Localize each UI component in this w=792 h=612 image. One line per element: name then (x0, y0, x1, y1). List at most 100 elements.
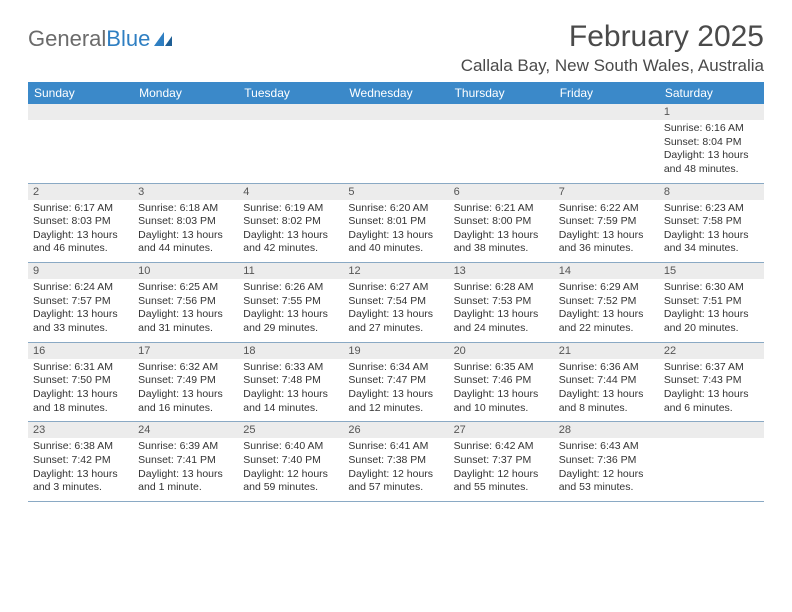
day-cell: Sunrise: 6:42 AMSunset: 7:37 PMDaylight:… (449, 438, 554, 501)
daylight-line: Daylight: 13 hours and 1 minute. (138, 468, 233, 495)
day-bodies: Sunrise: 6:38 AMSunset: 7:42 PMDaylight:… (28, 438, 764, 501)
title-block: February 2025 Callala Bay, New South Wal… (461, 20, 764, 76)
day-number (238, 104, 343, 120)
day-bodies: Sunrise: 6:16 AMSunset: 8:04 PMDaylight:… (28, 120, 764, 183)
dow-cell: Wednesday (343, 82, 448, 104)
sunrise-line: Sunrise: 6:26 AM (243, 281, 338, 295)
daylight-line: Daylight: 13 hours and 34 minutes. (664, 229, 759, 256)
sunset-line: Sunset: 7:38 PM (348, 454, 443, 468)
sunrise-line: Sunrise: 6:32 AM (138, 361, 233, 375)
sunrise-line: Sunrise: 6:36 AM (559, 361, 654, 375)
day-number: 5 (343, 184, 448, 200)
day-number (28, 104, 133, 120)
day-number (343, 104, 448, 120)
day-number: 14 (554, 263, 659, 279)
sunset-line: Sunset: 7:46 PM (454, 374, 549, 388)
day-cell: Sunrise: 6:36 AMSunset: 7:44 PMDaylight:… (554, 359, 659, 422)
day-cell: Sunrise: 6:26 AMSunset: 7:55 PMDaylight:… (238, 279, 343, 342)
sunset-line: Sunset: 8:01 PM (348, 215, 443, 229)
calendar-body: 1 Sunrise: 6:16 AMSunset: 8:04 PMDayligh… (28, 104, 764, 502)
day-number: 28 (554, 422, 659, 438)
sunrise-line: Sunrise: 6:37 AM (664, 361, 759, 375)
sunrise-line: Sunrise: 6:30 AM (664, 281, 759, 295)
sunrise-line: Sunrise: 6:22 AM (559, 202, 654, 216)
daylight-line: Daylight: 13 hours and 8 minutes. (559, 388, 654, 415)
day-cell: Sunrise: 6:38 AMSunset: 7:42 PMDaylight:… (28, 438, 133, 501)
daylight-line: Daylight: 13 hours and 12 minutes. (348, 388, 443, 415)
day-cell (554, 120, 659, 183)
daylight-line: Daylight: 13 hours and 18 minutes. (33, 388, 128, 415)
daylight-line: Daylight: 13 hours and 6 minutes. (664, 388, 759, 415)
daylight-line: Daylight: 13 hours and 22 minutes. (559, 308, 654, 335)
daylight-line: Daylight: 12 hours and 53 minutes. (559, 468, 654, 495)
sunset-line: Sunset: 7:54 PM (348, 295, 443, 309)
logo-sail-icon (152, 30, 176, 48)
sunset-line: Sunset: 8:04 PM (664, 136, 759, 150)
sunset-line: Sunset: 7:44 PM (559, 374, 654, 388)
sunrise-line: Sunrise: 6:35 AM (454, 361, 549, 375)
calendar-week: 232425262728 Sunrise: 6:38 AMSunset: 7:4… (28, 422, 764, 502)
sunset-line: Sunset: 8:03 PM (33, 215, 128, 229)
sunrise-line: Sunrise: 6:25 AM (138, 281, 233, 295)
day-cell (449, 120, 554, 183)
day-cell: Sunrise: 6:34 AMSunset: 7:47 PMDaylight:… (343, 359, 448, 422)
sunrise-line: Sunrise: 6:20 AM (348, 202, 443, 216)
sunrise-line: Sunrise: 6:19 AM (243, 202, 338, 216)
daylight-line: Daylight: 13 hours and 42 minutes. (243, 229, 338, 256)
daylight-line: Daylight: 13 hours and 29 minutes. (243, 308, 338, 335)
day-cell (28, 120, 133, 183)
day-cell: Sunrise: 6:30 AMSunset: 7:51 PMDaylight:… (659, 279, 764, 342)
daylight-line: Daylight: 13 hours and 38 minutes. (454, 229, 549, 256)
day-cell (343, 120, 448, 183)
day-number: 23 (28, 422, 133, 438)
day-number: 4 (238, 184, 343, 200)
sunset-line: Sunset: 7:49 PM (138, 374, 233, 388)
daylight-line: Daylight: 13 hours and 10 minutes. (454, 388, 549, 415)
day-cell: Sunrise: 6:17 AMSunset: 8:03 PMDaylight:… (28, 200, 133, 263)
day-number (554, 104, 659, 120)
daylight-line: Daylight: 13 hours and 33 minutes. (33, 308, 128, 335)
daylight-line: Daylight: 13 hours and 46 minutes. (33, 229, 128, 256)
sunrise-line: Sunrise: 6:42 AM (454, 440, 549, 454)
day-number: 27 (449, 422, 554, 438)
day-cell: Sunrise: 6:28 AMSunset: 7:53 PMDaylight:… (449, 279, 554, 342)
dow-cell: Friday (554, 82, 659, 104)
sunrise-line: Sunrise: 6:16 AM (664, 122, 759, 136)
sunset-line: Sunset: 8:02 PM (243, 215, 338, 229)
daylight-line: Daylight: 13 hours and 3 minutes. (33, 468, 128, 495)
day-cell: Sunrise: 6:39 AMSunset: 7:41 PMDaylight:… (133, 438, 238, 501)
dow-cell: Monday (133, 82, 238, 104)
day-cell: Sunrise: 6:18 AMSunset: 8:03 PMDaylight:… (133, 200, 238, 263)
sunset-line: Sunset: 7:52 PM (559, 295, 654, 309)
day-cell: Sunrise: 6:20 AMSunset: 8:01 PMDaylight:… (343, 200, 448, 263)
sunset-line: Sunset: 7:37 PM (454, 454, 549, 468)
day-cell: Sunrise: 6:33 AMSunset: 7:48 PMDaylight:… (238, 359, 343, 422)
sunset-line: Sunset: 7:36 PM (559, 454, 654, 468)
sunset-line: Sunset: 8:00 PM (454, 215, 549, 229)
day-cell: Sunrise: 6:16 AMSunset: 8:04 PMDaylight:… (659, 120, 764, 183)
day-cell: Sunrise: 6:31 AMSunset: 7:50 PMDaylight:… (28, 359, 133, 422)
sunset-line: Sunset: 8:03 PM (138, 215, 233, 229)
sunset-line: Sunset: 7:43 PM (664, 374, 759, 388)
daylight-line: Daylight: 13 hours and 24 minutes. (454, 308, 549, 335)
sunrise-line: Sunrise: 6:18 AM (138, 202, 233, 216)
daylight-line: Daylight: 13 hours and 16 minutes. (138, 388, 233, 415)
day-number: 10 (133, 263, 238, 279)
daylight-line: Daylight: 13 hours and 31 minutes. (138, 308, 233, 335)
calendar-week: 9101112131415Sunrise: 6:24 AMSunset: 7:5… (28, 263, 764, 343)
day-number-strip: 16171819202122 (28, 343, 764, 359)
day-number-strip: 1 (28, 104, 764, 120)
day-number-strip: 232425262728 (28, 422, 764, 438)
day-number: 7 (554, 184, 659, 200)
logo-text-gray: General (28, 26, 106, 52)
sunset-line: Sunset: 7:42 PM (33, 454, 128, 468)
month-title: February 2025 (461, 20, 764, 54)
daylight-line: Daylight: 13 hours and 36 minutes. (559, 229, 654, 256)
sunrise-line: Sunrise: 6:29 AM (559, 281, 654, 295)
sunrise-line: Sunrise: 6:28 AM (454, 281, 549, 295)
day-cell: Sunrise: 6:27 AMSunset: 7:54 PMDaylight:… (343, 279, 448, 342)
sunset-line: Sunset: 7:50 PM (33, 374, 128, 388)
day-number: 21 (554, 343, 659, 359)
day-bodies: Sunrise: 6:17 AMSunset: 8:03 PMDaylight:… (28, 200, 764, 263)
day-number: 6 (449, 184, 554, 200)
